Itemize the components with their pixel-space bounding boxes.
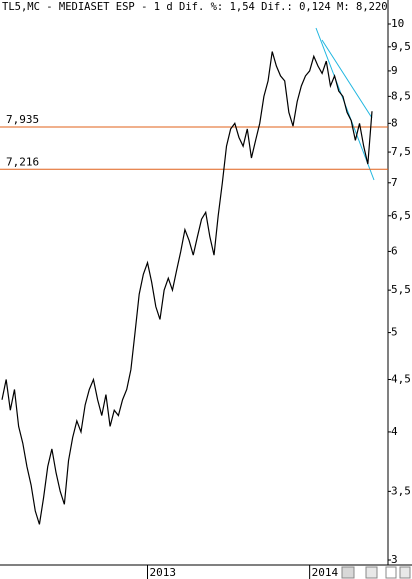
level-label: 7,216 <box>6 155 39 168</box>
y-tick-label: 9 <box>391 64 398 77</box>
icon-button[interactable] <box>399 566 411 579</box>
y-tick-label: 3 <box>391 553 398 566</box>
icon-button[interactable] <box>365 566 378 579</box>
y-tick-label: 4 <box>391 425 398 438</box>
y-tick-label: 10 <box>391 17 404 30</box>
y-tick-label: 8,5 <box>391 89 411 102</box>
y-tick-label: 7,5 <box>391 145 411 158</box>
icon-button[interactable] <box>385 566 397 579</box>
chart-title: TL5,MC - MEDIASET ESP - 1 d Dif. %: 1,54… <box>2 1 388 13</box>
x-tick-label: 2014 <box>312 566 339 579</box>
x-tick-label: 2013 <box>150 566 177 579</box>
toolbar-icons <box>341 566 411 579</box>
level-label: 7,935 <box>6 113 39 126</box>
icon-button[interactable] <box>341 566 355 579</box>
y-tick-label: 5 <box>391 326 398 339</box>
price-line <box>1 51 373 525</box>
y-tick-label: 6 <box>391 244 398 257</box>
y-tick-label: 7 <box>391 176 398 189</box>
y-tick-label: 6,5 <box>391 209 411 222</box>
y-tick-label: 5,5 <box>391 283 411 296</box>
y-tick-label: 8 <box>391 116 398 129</box>
trend-line <box>321 39 373 119</box>
y-tick-label: 4,5 <box>391 372 411 385</box>
y-tick-label: 9,5 <box>391 40 411 53</box>
y-tick-label: 3,5 <box>391 484 411 497</box>
